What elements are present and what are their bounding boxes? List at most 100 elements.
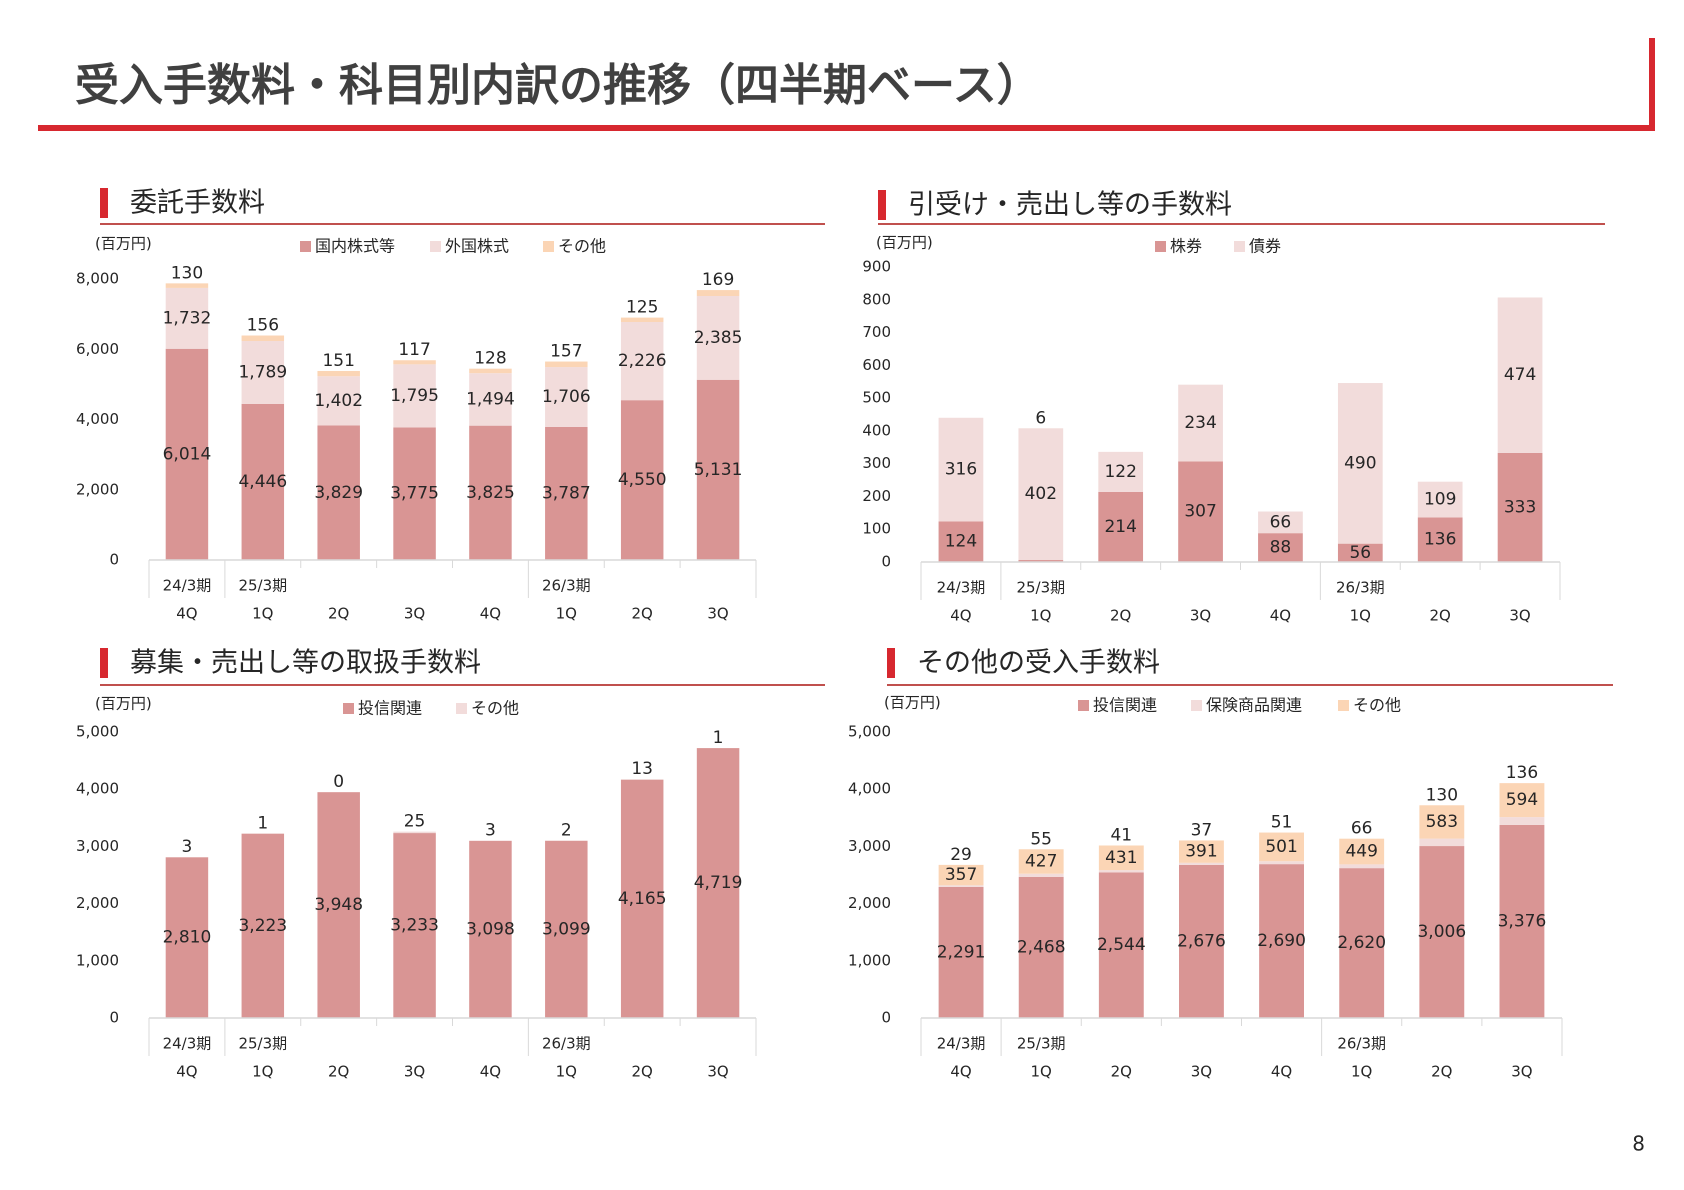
bar-segment	[1098, 872, 1144, 1018]
legend-swatch	[1078, 700, 1089, 711]
data-label: 3,098	[466, 919, 515, 939]
x-tick-label: 3Q	[1509, 607, 1530, 625]
legend-label: 国内株式等	[315, 237, 395, 256]
bar-segment	[1419, 805, 1465, 839]
data-label: 5,131	[694, 460, 743, 480]
y-tick-label: 200	[862, 487, 891, 505]
data-label: 214	[1104, 517, 1136, 537]
data-label: 136	[1424, 530, 1456, 550]
period-label: 26/3期	[542, 577, 591, 595]
bar-segment	[938, 417, 984, 522]
period-label: 26/3期	[542, 1035, 591, 1053]
bar-segment	[1259, 861, 1304, 865]
data-label: 37	[1191, 820, 1213, 840]
y-tick-label: 0	[881, 553, 891, 571]
bar-segment	[938, 886, 984, 1018]
data-label: 316	[945, 460, 977, 480]
data-label: 1	[257, 814, 268, 834]
data-label: 88	[1270, 538, 1292, 558]
data-label: 122	[1104, 462, 1136, 482]
y-tick-label: 1,000	[848, 951, 891, 969]
data-label: 4,165	[618, 889, 667, 909]
data-label: 3,223	[238, 916, 287, 936]
bar-segment	[545, 840, 588, 1018]
data-label: 6	[1035, 408, 1046, 428]
bar-segment	[469, 425, 512, 560]
bar-segment	[317, 425, 360, 560]
data-label: 431	[1105, 848, 1137, 868]
data-label: 391	[1185, 842, 1217, 862]
bar-segment	[1259, 864, 1304, 1018]
legend-label: 株券	[1170, 237, 1202, 256]
data-label: 3,376	[1498, 911, 1547, 931]
bar-segment	[1018, 428, 1064, 561]
data-label: 4,550	[618, 470, 667, 490]
bar-segment	[393, 360, 436, 365]
data-label: 2,676	[1177, 931, 1226, 951]
y-tick-label: 0	[109, 1009, 119, 1027]
legend-label: その他	[471, 699, 519, 718]
data-label: 157	[550, 342, 582, 362]
data-label: 3,787	[542, 483, 591, 503]
bar-segment	[469, 840, 512, 1018]
data-label: 1,795	[390, 386, 439, 406]
y-tick-label: 300	[862, 454, 891, 472]
bar-segment	[1098, 451, 1144, 492]
bar-segment	[1018, 873, 1064, 877]
y-tick-label: 700	[862, 323, 891, 341]
data-label: 0	[333, 772, 344, 792]
section-title: 引受け・売出し等の手数料	[908, 190, 1232, 221]
bar-segment	[1339, 868, 1385, 1018]
y-tick-label: 800	[862, 290, 891, 308]
data-label: 3,233	[390, 916, 439, 936]
legend-label: 債券	[1249, 237, 1281, 256]
x-tick-label: 4Q	[480, 1063, 501, 1081]
bar-segment	[317, 370, 360, 377]
bar-segment	[165, 287, 209, 349]
slide-title: 受入手数料・科目別内訳の推移（四半期ベース）	[75, 60, 1041, 111]
bar-segment	[1497, 297, 1543, 453]
bar-segment	[469, 368, 512, 374]
data-label: 109	[1424, 490, 1456, 510]
y-tick-label: 5,000	[76, 723, 119, 741]
bar-segment	[620, 317, 664, 322]
data-label: 2,291	[937, 942, 986, 962]
data-label: 130	[171, 263, 203, 283]
section-marker	[887, 648, 895, 678]
bar-segment	[165, 348, 209, 560]
y-tick-label: 0	[109, 551, 119, 569]
bar-segment	[1497, 452, 1543, 562]
bar-segment	[1258, 511, 1303, 534]
bar-segment	[393, 427, 436, 560]
data-label: 117	[398, 340, 430, 360]
data-label: 449	[1345, 842, 1377, 862]
legend-label: 保険商品関連	[1206, 696, 1302, 715]
section-title: その他の受入手数料	[917, 648, 1160, 679]
bar-segment	[1098, 491, 1144, 562]
data-label: 2,620	[1337, 933, 1386, 953]
legend-label: 投信関連	[358, 699, 422, 718]
y-tick-label: 4,000	[848, 780, 891, 798]
data-label: 234	[1184, 413, 1216, 433]
x-tick-label: 3Q	[404, 605, 425, 623]
bar-segment	[1417, 481, 1463, 518]
bar-segment	[1499, 817, 1545, 825]
period-label: 26/3期	[1337, 1035, 1386, 1053]
x-tick-label: 4Q	[950, 1063, 971, 1081]
bar-segment	[1098, 845, 1144, 871]
y-tick-label: 0	[881, 1009, 891, 1027]
bar-segment	[938, 521, 984, 562]
data-label: 490	[1344, 453, 1376, 473]
legend-label: 外国株式	[445, 237, 509, 256]
period-label: 24/3期	[163, 1035, 212, 1053]
bar-segment	[241, 340, 285, 404]
bar-segment	[1258, 533, 1303, 562]
x-tick-label: 1Q	[252, 1063, 273, 1081]
bar-segment	[1337, 543, 1383, 562]
data-label: 402	[1025, 484, 1057, 504]
y-tick-label: 4,000	[76, 410, 119, 428]
x-tick-label: 2Q	[632, 605, 653, 623]
section-title: 募集・売出し等の取扱手数料	[130, 648, 481, 679]
legend-label: 投信関連	[1093, 696, 1157, 715]
y-tick-label: 500	[862, 389, 891, 407]
